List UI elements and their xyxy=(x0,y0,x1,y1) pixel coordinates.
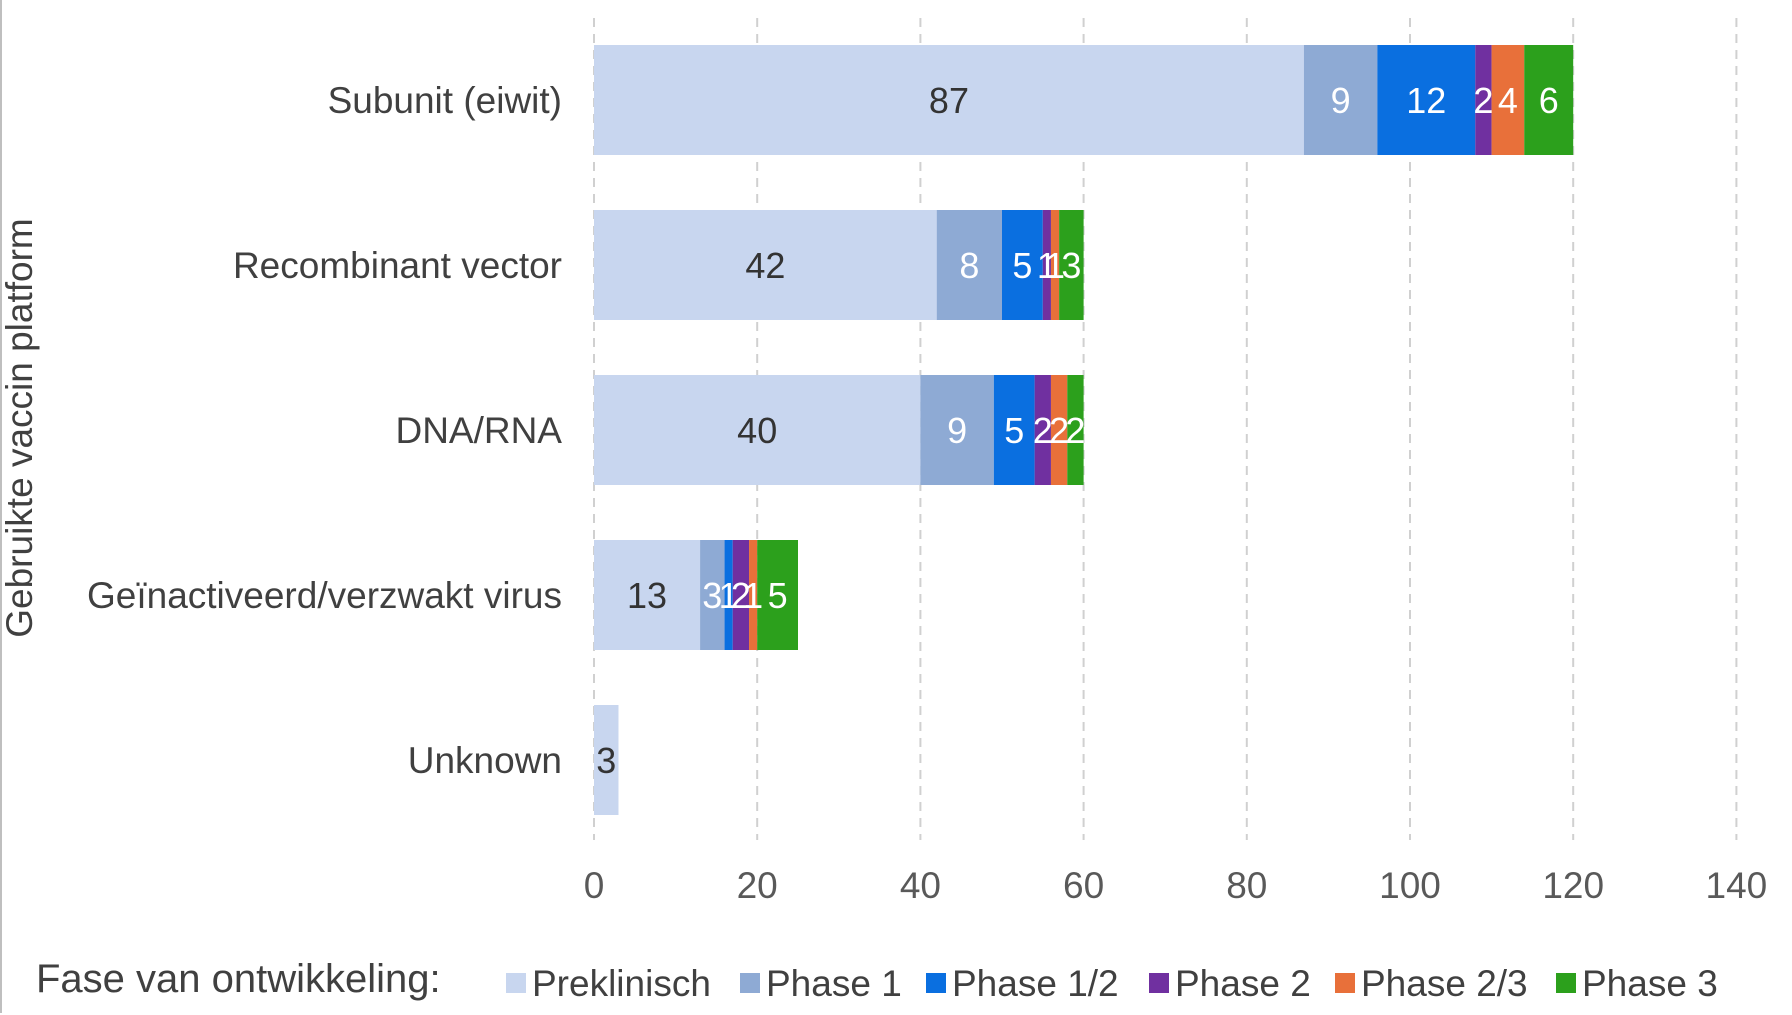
bar-segment xyxy=(1491,45,1525,155)
data-label: 1 xyxy=(1045,245,1065,286)
bar-segment xyxy=(1002,210,1043,320)
x-tick-label-140: 140 xyxy=(1706,865,1768,906)
x-tick-label-80: 80 xyxy=(1226,865,1267,906)
legend-items: Preklinisch Phase 1 Phase 1/2 Phase 2 Phase … xyxy=(506,963,1718,1004)
bar-segment xyxy=(1034,375,1051,485)
data-label: 2 xyxy=(1033,410,1053,451)
data-label: 3 xyxy=(596,740,616,781)
bar-segment xyxy=(1042,210,1051,320)
bar-segment xyxy=(732,540,750,650)
bar-segment xyxy=(920,375,994,485)
data-label: 42 xyxy=(745,245,785,286)
bar-segment xyxy=(749,540,758,650)
y-axis-title: Gebruikte vaccin platform xyxy=(0,218,40,638)
bar-segment xyxy=(1059,210,1084,320)
x-tick-label-40: 40 xyxy=(900,865,941,906)
x-tick-label-100: 100 xyxy=(1379,865,1441,906)
bar-segment xyxy=(594,540,701,650)
category-labels: Subunit (eiwit) Recombinant vector DNA/RNA… xyxy=(87,80,562,781)
x-tick-label-60: 60 xyxy=(1063,865,1104,906)
x-tick-labels: 0 20 40 60 80 100 120 140 xyxy=(584,865,1768,906)
legend-swatch xyxy=(740,973,760,993)
data-label: 8 xyxy=(959,245,979,286)
data-label: 1 xyxy=(743,575,763,616)
bar-segment xyxy=(594,210,937,320)
legend-entry: Phase 2/3 xyxy=(1361,963,1528,1004)
bar-segment xyxy=(724,540,733,650)
x-tick-label-120: 120 xyxy=(1542,865,1604,906)
legend-swatch xyxy=(926,973,946,993)
data-label: 5 xyxy=(1004,410,1024,451)
data-label: 13 xyxy=(627,575,667,616)
legend-swatch xyxy=(1149,973,1169,993)
data-label: 1 xyxy=(719,575,739,616)
data-label: 2 xyxy=(1065,410,1085,451)
bar-segment xyxy=(1050,375,1068,485)
bar-segment xyxy=(1050,210,1060,320)
bar-segment xyxy=(700,540,725,650)
legend-entry: Phase 1 xyxy=(766,963,902,1004)
data-label: 5 xyxy=(1012,245,1032,286)
bar-segment xyxy=(993,375,1035,485)
legend-entry: Phase 2 xyxy=(1175,963,1311,1004)
data-label: 12 xyxy=(1406,80,1446,121)
bar-segment xyxy=(594,375,921,485)
data-label: 3 xyxy=(702,575,722,616)
legend-entry: Phase 1/2 xyxy=(952,963,1119,1004)
data-label: 3 xyxy=(1061,245,1081,286)
data-label: 1 xyxy=(1037,245,1057,286)
legend-swatch xyxy=(506,973,526,993)
category-label: Unknown xyxy=(408,740,562,781)
legend: Fase van ontwikkeling: Preklinisch Phase … xyxy=(36,957,1718,1004)
bar-segment xyxy=(1377,45,1476,155)
category-label: Subunit (eiwit) xyxy=(328,80,562,121)
bar-segments xyxy=(594,45,1574,815)
data-label: 2 xyxy=(731,575,751,616)
bar-segment xyxy=(1067,375,1084,485)
legend-swatch xyxy=(1556,973,1576,993)
data-label: 5 xyxy=(768,575,788,616)
data-label: 2 xyxy=(1049,410,1069,451)
data-label: 40 xyxy=(737,410,777,451)
data-label: 9 xyxy=(947,410,967,451)
bar-segment xyxy=(757,540,798,650)
legend-entry: Preklinisch xyxy=(532,963,711,1004)
bar-segment xyxy=(1475,45,1492,155)
category-label: Geïnactiveerd/verzwakt virus xyxy=(87,575,562,616)
bar-segment xyxy=(936,210,1002,320)
data-label: 87 xyxy=(929,80,969,121)
data-label: 6 xyxy=(1539,80,1559,121)
legend-title: Fase van ontwikkeling: xyxy=(36,957,441,1001)
bar-segment xyxy=(594,45,1304,155)
data-label: 4 xyxy=(1498,80,1518,121)
bar-segment xyxy=(1524,45,1574,155)
category-label: Recombinant vector xyxy=(233,245,562,286)
x-tick-label-20: 20 xyxy=(737,865,778,906)
legend-swatch xyxy=(1335,973,1355,993)
data-label: 2 xyxy=(1473,80,1493,121)
category-label: DNA/RNA xyxy=(395,410,562,451)
bar-segment xyxy=(1303,45,1378,155)
data-label: 9 xyxy=(1331,80,1351,121)
x-tick-label-0: 0 xyxy=(584,865,605,906)
bar-segment xyxy=(594,705,619,815)
legend-entry: Phase 3 xyxy=(1582,963,1718,1004)
